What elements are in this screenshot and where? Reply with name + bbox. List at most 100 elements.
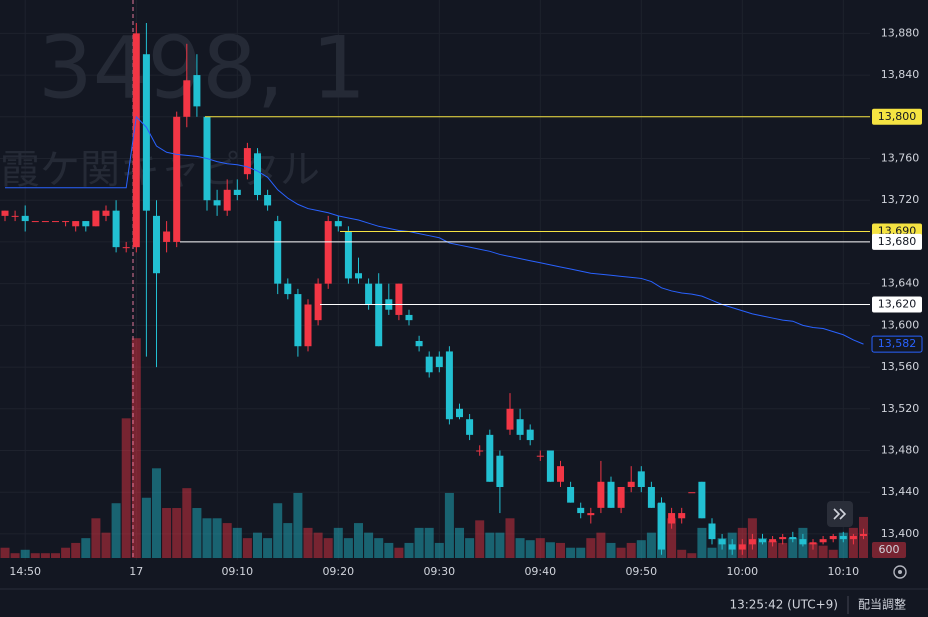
volume-bar xyxy=(283,523,293,558)
candle-body xyxy=(557,466,564,482)
volume-bar xyxy=(758,538,767,558)
volume-bar xyxy=(677,549,687,558)
volume-bar xyxy=(475,520,485,558)
candle-body xyxy=(375,283,383,347)
candle-body xyxy=(52,221,59,223)
vwap-line xyxy=(5,115,864,345)
volume-bar xyxy=(333,527,343,558)
volume-bar xyxy=(20,549,30,558)
volume-bar xyxy=(232,527,242,558)
candle-body xyxy=(526,429,534,441)
volume-bar xyxy=(515,538,525,558)
volume-bar xyxy=(687,553,697,558)
settings-button[interactable] xyxy=(893,565,907,579)
volume-bar xyxy=(222,523,232,558)
settings-icon[interactable] xyxy=(893,565,907,579)
candle-body xyxy=(1,210,9,216)
candle-body xyxy=(860,533,867,537)
candle-body xyxy=(213,200,221,206)
status-adjust[interactable]: 配当調整 xyxy=(858,597,906,612)
volume-bar xyxy=(606,542,616,558)
y-tick-label: 13,600 xyxy=(881,318,920,331)
status-time: 13:25:42 (UTC+9) xyxy=(729,598,838,612)
candle-body xyxy=(759,539,766,543)
candle-body xyxy=(647,487,655,508)
candle-body xyxy=(839,536,847,540)
price-line-label: 13,680 xyxy=(878,235,917,248)
candle-body xyxy=(153,215,160,274)
candle-body xyxy=(587,513,595,516)
overlay-layer xyxy=(5,115,870,345)
candle-body xyxy=(415,341,423,347)
candle-body xyxy=(233,189,241,196)
volume-bar xyxy=(788,538,798,558)
candle-body xyxy=(112,210,120,248)
candle-body xyxy=(223,189,231,211)
candle-body xyxy=(738,544,746,550)
price-line-tag xyxy=(872,108,922,125)
x-tick-label: 17 xyxy=(129,565,143,578)
candle-body xyxy=(31,221,39,223)
y-tick-label: 13,440 xyxy=(881,485,920,498)
candle-body xyxy=(627,481,635,488)
candle-body xyxy=(486,434,494,482)
volume-bar xyxy=(131,338,141,558)
candle-body xyxy=(577,507,585,514)
candle-body xyxy=(254,153,261,196)
volume-bar xyxy=(566,547,576,558)
volume-bar xyxy=(808,542,818,558)
volume-bar xyxy=(242,538,252,558)
candle-body xyxy=(597,481,605,508)
candle-body xyxy=(41,221,49,223)
candle-body xyxy=(102,210,110,216)
volume-bar xyxy=(141,497,151,558)
volume-bar xyxy=(71,542,81,558)
candle-body xyxy=(607,481,615,508)
scroll-button[interactable] xyxy=(827,501,853,527)
candle-body xyxy=(82,221,90,227)
candle-body xyxy=(769,539,777,543)
candle-body xyxy=(698,481,706,519)
candle-body xyxy=(243,148,251,175)
volume-bar xyxy=(10,553,20,558)
candle-body xyxy=(173,116,181,242)
watermark-name: 霞ケ関キャピタル xyxy=(0,147,320,193)
volume-bar xyxy=(394,547,404,558)
vwap-label: 13,582 xyxy=(878,337,917,350)
volume-bar xyxy=(525,540,535,558)
volume-bar xyxy=(424,527,434,558)
candle-body xyxy=(516,419,524,435)
y-tick-label: 13,480 xyxy=(881,444,920,457)
x-tick-label: 09:30 xyxy=(423,565,455,578)
price-line-label: 13,620 xyxy=(878,298,917,311)
volume-bar xyxy=(51,553,60,558)
volume-bar xyxy=(495,532,505,558)
volume-label: 600 xyxy=(879,543,900,556)
candle-body xyxy=(658,502,665,550)
candle-body xyxy=(122,247,130,249)
volume-bar xyxy=(162,508,172,558)
price-line-tag xyxy=(872,296,922,313)
candle-body xyxy=(11,215,19,217)
x-tick-label: 09:10 xyxy=(221,565,253,578)
volume-bar xyxy=(121,418,131,558)
volume-bar xyxy=(818,545,828,558)
candle-body xyxy=(344,231,352,279)
y-tick-label: 13,560 xyxy=(881,360,920,373)
settings-icon-dot xyxy=(898,570,902,574)
candle-body xyxy=(92,210,100,227)
candle-body xyxy=(435,356,443,368)
candle-body xyxy=(617,487,625,508)
candle-body xyxy=(678,513,686,519)
candle-body xyxy=(304,304,312,347)
candle-body xyxy=(425,356,433,373)
volume-bar xyxy=(505,518,515,558)
volume-bar xyxy=(545,542,555,558)
volume-bar xyxy=(465,538,475,558)
volume-bar xyxy=(40,553,50,558)
candle-body xyxy=(72,221,80,227)
volume-bar xyxy=(626,542,636,558)
